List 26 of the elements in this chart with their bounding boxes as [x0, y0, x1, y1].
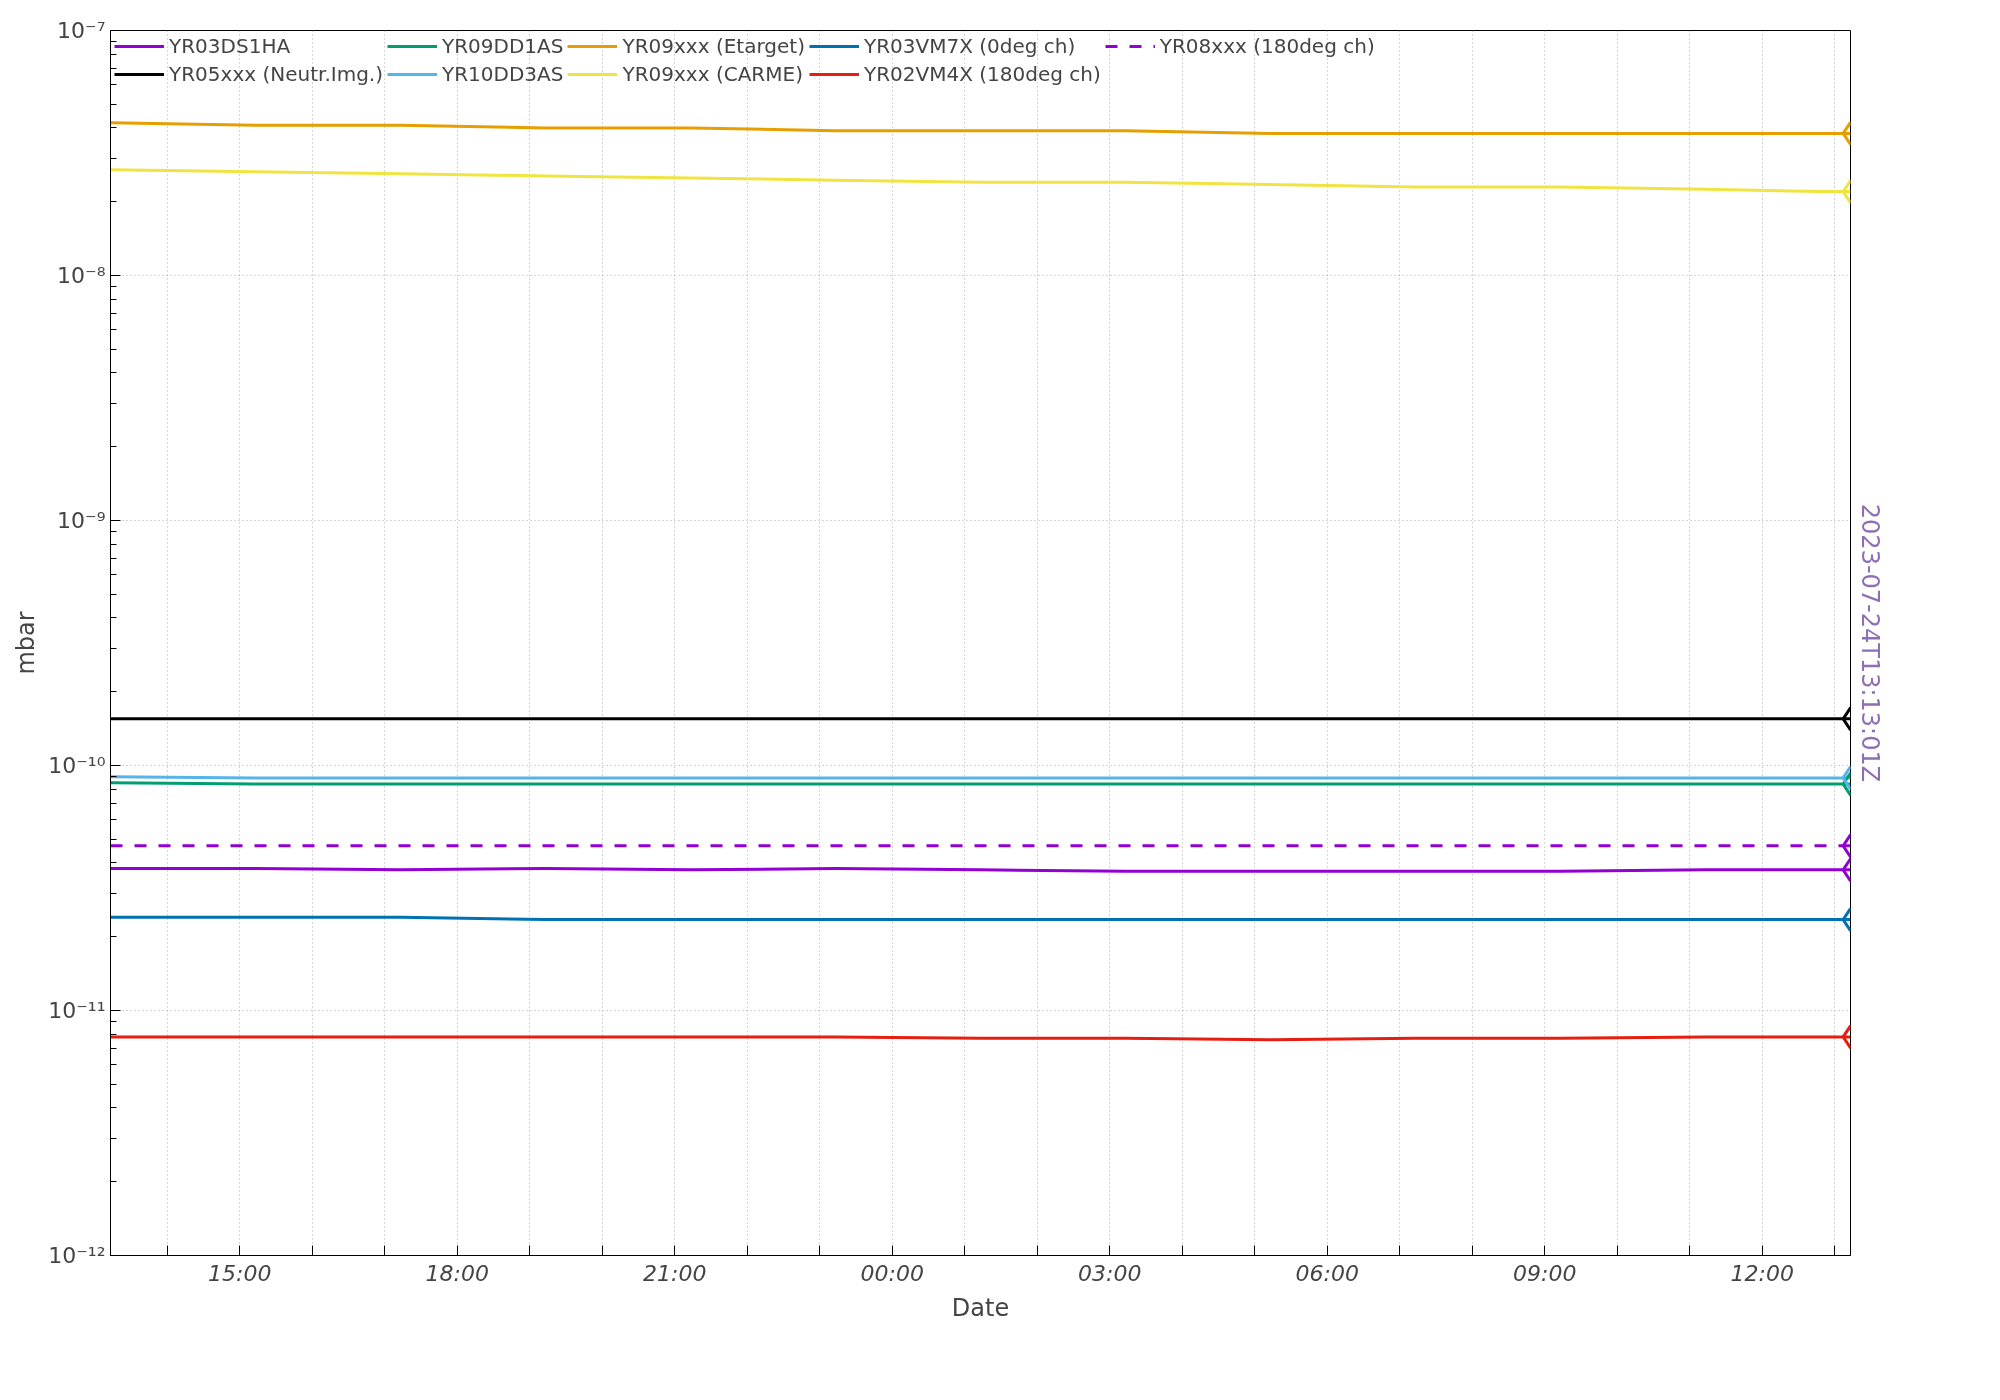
legend-label: YR03VM7X (0deg ch)	[863, 34, 1076, 58]
legend-label: YR02VM4X (180deg ch)	[863, 62, 1101, 86]
legend-label: YR10DD3AS	[442, 62, 564, 86]
y-tick-label: 10⁻⁷	[57, 18, 106, 43]
text: 2023-07-24T13:13:01Z	[1855, 503, 1884, 783]
legend-label: YR08xxx (180deg ch)	[1159, 34, 1375, 58]
x-axis-title: Date	[951, 1293, 1010, 1322]
legend-label: YR09DD1AS	[442, 34, 564, 58]
x-tick-label: 03:00	[1078, 1260, 1142, 1286]
legend-label: YR09xxx (Etarget)	[622, 34, 805, 58]
x-tick-label: 21:00	[643, 1260, 707, 1286]
x-tick-label: 15:00	[208, 1260, 272, 1286]
y-tick-label: 10⁻¹¹	[48, 998, 106, 1023]
legend-label: YR09xxx (CARME)	[622, 62, 803, 86]
x-tick-label: 00:00	[860, 1260, 924, 1286]
y-axis-title: mbar	[12, 611, 41, 675]
x-tick-label: 18:00	[425, 1260, 489, 1286]
y-tick-label: 10⁻⁹	[57, 508, 106, 533]
legend-label: YR05xxx (Neutr.Img.)	[169, 62, 383, 86]
legend-label: YR03DS1HA	[169, 34, 291, 58]
y-tick-label: 10⁻⁸	[57, 263, 106, 288]
x-tick-label: 06:00	[1295, 1260, 1359, 1286]
x-tick-label: 12:00	[1730, 1260, 1794, 1286]
y-tick-label: 10⁻¹⁰	[48, 753, 106, 778]
x-tick-label: 09:00	[1513, 1260, 1577, 1286]
y-tick-label: 10⁻¹²	[48, 1243, 106, 1268]
